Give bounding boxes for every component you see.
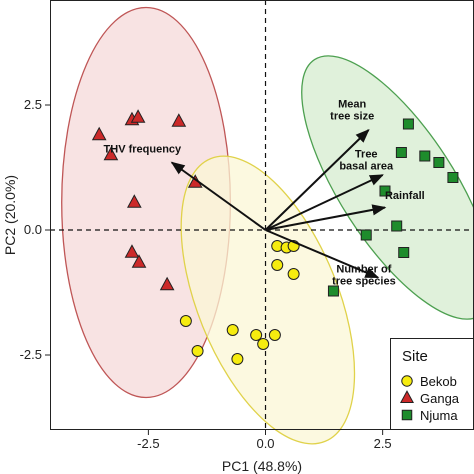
point-bekob: [287, 268, 300, 280]
y-tick-label: 2.5: [24, 97, 42, 112]
point-njuma: [402, 118, 414, 130]
confidence-ellipses: [61, 6, 474, 445]
point-ganga: [131, 254, 147, 268]
point-ganga: [124, 244, 140, 258]
loading-label: Number of: [336, 264, 391, 276]
legend-title: Site: [402, 348, 428, 365]
legend-key-ganga: [399, 390, 415, 404]
point-njuma: [433, 157, 445, 168]
point-bekob: [257, 338, 270, 350]
loading-arrow: [265, 174, 384, 231]
legend: Site Bekob Ganga Njuma: [390, 338, 474, 430]
loading-label: Rainfall: [385, 190, 425, 202]
point-njuma: [360, 229, 372, 241]
point-bekob: [179, 315, 192, 327]
point-bekob: [268, 329, 281, 341]
point-njuma: [379, 185, 391, 197]
point-ganga: [130, 109, 146, 123]
point-ganga: [126, 194, 142, 208]
x-tick-label: -2.5: [137, 436, 159, 451]
legend-items: Bekob Ganga Njuma: [399, 374, 460, 423]
reference-lines: [50, 0, 474, 430]
x-tick-label: 2.5: [374, 436, 392, 451]
legend-key-bekob: [401, 375, 413, 387]
point-njuma: [327, 285, 339, 297]
y-tick-label: 0.0: [24, 222, 42, 237]
point-ganga: [103, 146, 119, 161]
loading-label: Mean: [338, 99, 366, 111]
point-bekob: [226, 324, 239, 336]
legend-label-njuma: Njuma: [420, 408, 458, 423]
axis-ticks: -2.5 0.0 2.5 -2.5 0.0 2.5: [20, 97, 392, 451]
point-njuma: [447, 172, 459, 183]
point-bekob: [231, 353, 244, 365]
legend-label-bekob: Bekob: [420, 374, 457, 389]
point-njuma: [419, 150, 431, 162]
point-njuma: [395, 147, 407, 158]
loading-label: tree species: [332, 276, 396, 288]
point-njuma: [398, 247, 410, 258]
y-tick-label: -2.5: [20, 347, 42, 362]
point-bekob: [250, 329, 263, 341]
loading-arrow: [265, 204, 387, 231]
ellipse-njuma: [301, 55, 474, 320]
loading-label: THV frequency: [104, 144, 183, 156]
loading-arrow: [265, 229, 380, 279]
x-tick-label: 0.0: [256, 436, 274, 451]
ellipse-bekob: [180, 155, 356, 445]
loading-arrow: [264, 129, 370, 231]
point-ganga: [171, 113, 187, 127]
point-ganga: [91, 126, 107, 141]
point-njuma: [391, 220, 403, 232]
point-ganga: [159, 276, 175, 291]
loading-label: tree size: [330, 111, 374, 123]
loading-label: Tree: [355, 149, 378, 161]
legend-label-ganga: Ganga: [420, 391, 460, 406]
legend-key-njuma: [401, 409, 413, 421]
data-points: [91, 109, 459, 365]
y-axis-title: PC2 (20.0%): [2, 175, 18, 255]
x-axis-title: PC1 (48.8%): [222, 458, 302, 474]
point-bekob: [271, 259, 284, 271]
loading-arrow: [170, 161, 267, 231]
loading-label: basal area: [339, 161, 394, 173]
point-bekob: [191, 345, 204, 357]
